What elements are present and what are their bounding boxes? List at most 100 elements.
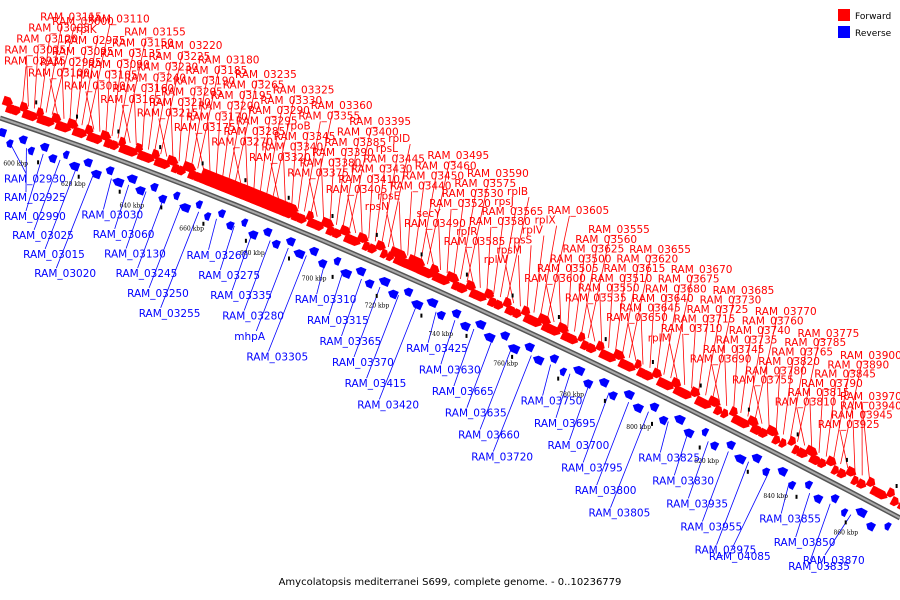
leader-line [359,184,363,236]
leader-line [148,204,182,289]
forward-gene [117,136,127,147]
gene-label: RAM_02925 [4,192,66,204]
leader-line [705,305,722,396]
forward-gene [50,112,62,123]
leader-line [569,382,590,441]
forward-gene [536,312,552,325]
gene-label: RAM_03130 [104,249,166,261]
forward-gene [406,254,426,268]
forward-gene [728,406,738,417]
misc-feature [844,520,847,525]
leader-line [336,147,347,225]
gene-label: RAM_03615 [604,263,666,275]
gene-label: RAM_03110 [88,13,150,25]
forward-gene [285,202,299,214]
reverse-gene [649,402,660,413]
forward-gene [75,127,87,139]
forward-gene [641,369,654,381]
reverse-gene [364,279,375,289]
reverse-gene [173,191,181,201]
gene-label: RAM_03730 [700,294,762,306]
misc-feature [201,161,204,166]
gene-label: RAM_03010 [64,81,126,93]
leader-line [533,235,545,313]
leader-line [160,211,200,308]
leader-line [797,338,820,442]
gene-label: RAM_03095 [52,46,114,58]
leader-line [123,37,147,141]
gene-label: RAM_03505 [537,263,599,275]
leader-line [852,420,856,472]
misc-feature [420,313,423,318]
misc-feature [118,189,121,194]
misc-feature [698,445,701,450]
leader-line [9,142,27,174]
gene-label: RAM_03630 [419,364,481,376]
leader-line [184,86,196,164]
reverse-gene [309,246,320,257]
leader-line [567,264,573,329]
gene-label: RAM_03845 [814,369,876,381]
tick-label: 840 kbp [763,493,788,500]
forward-gene [845,465,857,477]
leader-line [297,131,309,209]
leader-line [316,263,326,295]
forward-legend-label: Forward [855,12,891,22]
tick-label: 600 kbp [3,161,28,168]
reverse-gene [90,169,102,180]
leader-line [453,198,465,276]
misc-feature [747,407,750,412]
gene-label: RAM_03385 [324,137,386,149]
forward-gene [296,213,307,224]
forward-gene [338,224,351,236]
forward-gene [594,340,605,351]
leader-line [329,158,335,223]
forward-gene [416,264,435,279]
gene-label: rplD [388,133,410,145]
tick-label: 680 kbp [240,250,265,257]
misc-feature [557,376,560,381]
forward-gene [483,288,495,299]
forward-gene [367,243,377,254]
leader-line [574,254,585,332]
leader-line [245,137,248,189]
reverse-gene [884,522,892,531]
gene-label: RAM_03820 [758,356,820,368]
leader-line [51,26,75,115]
gene-label: RAM_03580 [469,216,531,228]
misc-feature [895,484,898,488]
gene-label: RAM_03400 [337,127,399,139]
gene-label: RAM_03285 [224,126,286,138]
gene-label: RAM_03315 [307,315,369,327]
gene-label: RAM_03355 [298,110,360,122]
forward-gene [885,487,895,498]
forward-gene [320,216,335,229]
reverse-gene [841,508,849,518]
forward-gene [331,228,342,239]
reverse-gene [378,276,391,288]
leader-line [234,80,258,184]
gene-label: rpoB [286,121,311,133]
leader-line [555,373,571,418]
forward-gene [706,395,721,407]
reverse-gene [241,218,249,228]
reverse-gene [27,146,36,156]
leader-line [540,225,557,316]
leader-line [191,75,208,167]
gene-label: RAM_03510 [591,273,653,285]
reverse-gene [39,142,50,153]
gene-label: rpsS [509,234,532,246]
gene-label: RAM_03760 [742,316,804,328]
leader-line [486,226,492,292]
gene-label: rplX [535,215,556,227]
leader-line [222,101,233,179]
reverse-gene [855,507,868,519]
leader-line [381,154,399,245]
leader-line [55,172,95,269]
leader-line [243,240,271,311]
leader-line [582,392,610,463]
leader-line [499,207,517,298]
leader-line [197,65,221,169]
gene-label: RAM_03395 [349,116,411,128]
